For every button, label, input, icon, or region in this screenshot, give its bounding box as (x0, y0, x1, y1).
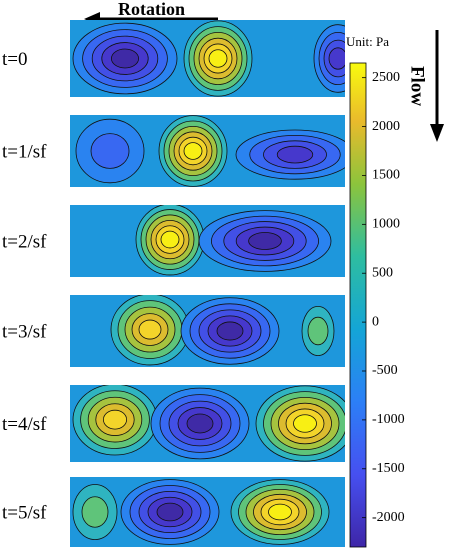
contour-level (183, 142, 203, 160)
colorbar-tick-label: -500 (372, 363, 398, 378)
contour-level (103, 409, 128, 430)
colorbar-tick-label: -1500 (372, 461, 405, 476)
panel-label: t=3/sf (2, 321, 47, 342)
colorbar-tick-label: 0 (372, 314, 379, 329)
colorbar-tick-label: -2000 (372, 510, 405, 525)
contour-level (293, 414, 317, 433)
contour-panel (70, 295, 345, 367)
flow-label: Flow (407, 66, 428, 106)
contour-level (160, 230, 180, 249)
contour-level (81, 496, 109, 528)
colorbar-tick-label: 1500 (372, 168, 400, 183)
flow-arrowhead (430, 124, 444, 142)
contour-level (307, 316, 329, 346)
contour-level (111, 48, 140, 69)
unit-label: Unit: Pa (346, 34, 389, 49)
contour-level (138, 319, 162, 340)
panel-label: t=0 (2, 49, 28, 70)
colorbar-tick-label: 2500 (372, 70, 400, 85)
panel-label: t=4/sf (2, 414, 47, 435)
contour-level (268, 503, 292, 521)
colorbar-tick-label: 1000 (372, 217, 400, 232)
contour-level (216, 321, 244, 341)
colorbar (349, 62, 367, 548)
contour-level (186, 413, 214, 434)
contour-level (156, 502, 184, 522)
panel-label: t=1/sf (2, 141, 47, 162)
contour-panel (70, 477, 345, 547)
colorbar-tick-label: -1000 (372, 412, 405, 427)
contour-level (276, 145, 314, 164)
contour-level (248, 232, 282, 250)
panel-label: t=2/sf (2, 231, 47, 252)
colorbar-tick-label: 500 (372, 265, 393, 280)
contour-level (90, 133, 130, 169)
contour-panel (70, 385, 345, 462)
contour-level (208, 49, 228, 68)
colorbar-tick-label: 2000 (372, 119, 400, 134)
contour-panel (70, 205, 345, 277)
panel-label: t=5/sf (2, 502, 47, 523)
contour-level (328, 47, 345, 70)
rotation-label: Rotation (118, 0, 185, 19)
contour-panel (70, 115, 345, 187)
contour-panel (70, 20, 345, 97)
